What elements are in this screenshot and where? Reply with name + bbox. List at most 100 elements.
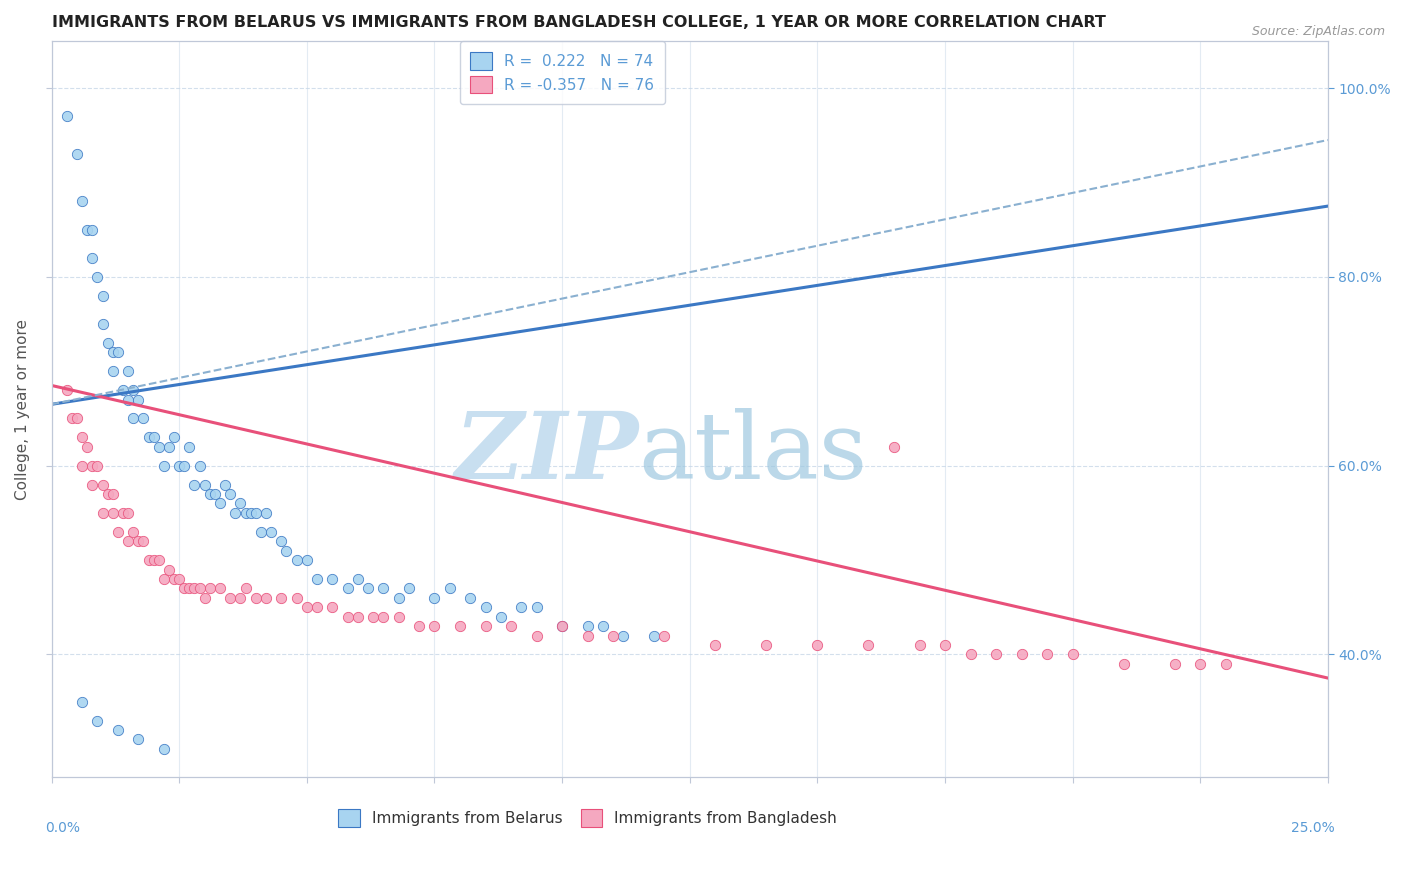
Point bbox=[1215, 657, 1237, 671]
Point bbox=[91, 289, 114, 303]
Point bbox=[229, 496, 252, 510]
Point bbox=[132, 411, 155, 425]
Point bbox=[127, 392, 149, 407]
Point bbox=[1164, 657, 1187, 671]
Point bbox=[347, 572, 370, 586]
Point bbox=[91, 506, 114, 520]
Point bbox=[82, 477, 104, 491]
Point bbox=[138, 430, 160, 444]
Point bbox=[1062, 648, 1084, 662]
Point bbox=[107, 723, 129, 737]
Point bbox=[179, 582, 201, 596]
Point bbox=[510, 600, 533, 615]
Point bbox=[1011, 648, 1033, 662]
Point bbox=[336, 609, 359, 624]
Point bbox=[214, 477, 236, 491]
Point bbox=[173, 458, 195, 473]
Point bbox=[423, 619, 446, 633]
Point bbox=[122, 411, 145, 425]
Point bbox=[602, 629, 624, 643]
Text: atlas: atlas bbox=[638, 409, 868, 499]
Point bbox=[270, 591, 292, 605]
Point bbox=[107, 345, 129, 359]
Point bbox=[66, 411, 89, 425]
Point bbox=[163, 572, 186, 586]
Point bbox=[97, 487, 120, 501]
Point bbox=[276, 543, 298, 558]
Point bbox=[117, 364, 139, 378]
Point bbox=[373, 582, 395, 596]
Point bbox=[373, 609, 395, 624]
Point bbox=[254, 506, 277, 520]
Point bbox=[101, 487, 124, 501]
Point bbox=[235, 582, 257, 596]
Point bbox=[127, 732, 149, 747]
Point bbox=[194, 591, 217, 605]
Point bbox=[254, 591, 277, 605]
Point bbox=[474, 619, 496, 633]
Point bbox=[1112, 657, 1135, 671]
Point bbox=[82, 458, 104, 473]
Point bbox=[336, 582, 359, 596]
Point bbox=[208, 582, 231, 596]
Point bbox=[285, 553, 308, 567]
Point bbox=[86, 269, 108, 284]
Point bbox=[612, 629, 634, 643]
Point bbox=[70, 430, 93, 444]
Point bbox=[423, 591, 446, 605]
Point bbox=[959, 648, 981, 662]
Point bbox=[489, 609, 512, 624]
Text: 25.0%: 25.0% bbox=[1291, 822, 1334, 836]
Point bbox=[285, 591, 308, 605]
Y-axis label: College, 1 year or more: College, 1 year or more bbox=[15, 318, 30, 500]
Point bbox=[388, 609, 411, 624]
Point bbox=[305, 572, 328, 586]
Point bbox=[97, 335, 120, 350]
Point bbox=[70, 194, 93, 209]
Point bbox=[499, 619, 522, 633]
Point bbox=[250, 524, 273, 539]
Point bbox=[208, 496, 231, 510]
Point bbox=[592, 619, 614, 633]
Point bbox=[270, 534, 292, 549]
Point bbox=[526, 600, 548, 615]
Point bbox=[153, 742, 176, 756]
Point bbox=[142, 553, 165, 567]
Point bbox=[111, 383, 134, 397]
Point bbox=[82, 222, 104, 236]
Point bbox=[204, 487, 226, 501]
Point bbox=[132, 534, 155, 549]
Point bbox=[111, 506, 134, 520]
Point bbox=[117, 534, 139, 549]
Point bbox=[86, 458, 108, 473]
Point bbox=[235, 506, 257, 520]
Point bbox=[526, 629, 548, 643]
Legend: Immigrants from Belarus, Immigrants from Bangladesh: Immigrants from Belarus, Immigrants from… bbox=[329, 800, 846, 836]
Point bbox=[388, 591, 411, 605]
Point bbox=[198, 582, 221, 596]
Point bbox=[76, 222, 98, 236]
Point bbox=[153, 458, 176, 473]
Point bbox=[652, 629, 675, 643]
Point bbox=[408, 619, 430, 633]
Point bbox=[101, 345, 124, 359]
Point bbox=[576, 629, 599, 643]
Point bbox=[183, 477, 205, 491]
Point bbox=[127, 534, 149, 549]
Point bbox=[163, 430, 186, 444]
Point bbox=[70, 458, 93, 473]
Point bbox=[60, 411, 83, 425]
Point bbox=[82, 251, 104, 265]
Point bbox=[984, 648, 1007, 662]
Point bbox=[1189, 657, 1212, 671]
Point bbox=[188, 582, 211, 596]
Point bbox=[122, 383, 145, 397]
Point bbox=[305, 600, 328, 615]
Text: Source: ZipAtlas.com: Source: ZipAtlas.com bbox=[1251, 25, 1385, 38]
Point bbox=[66, 147, 89, 161]
Point bbox=[122, 524, 145, 539]
Point bbox=[148, 440, 170, 454]
Point bbox=[361, 609, 384, 624]
Point bbox=[167, 458, 190, 473]
Point bbox=[86, 714, 108, 728]
